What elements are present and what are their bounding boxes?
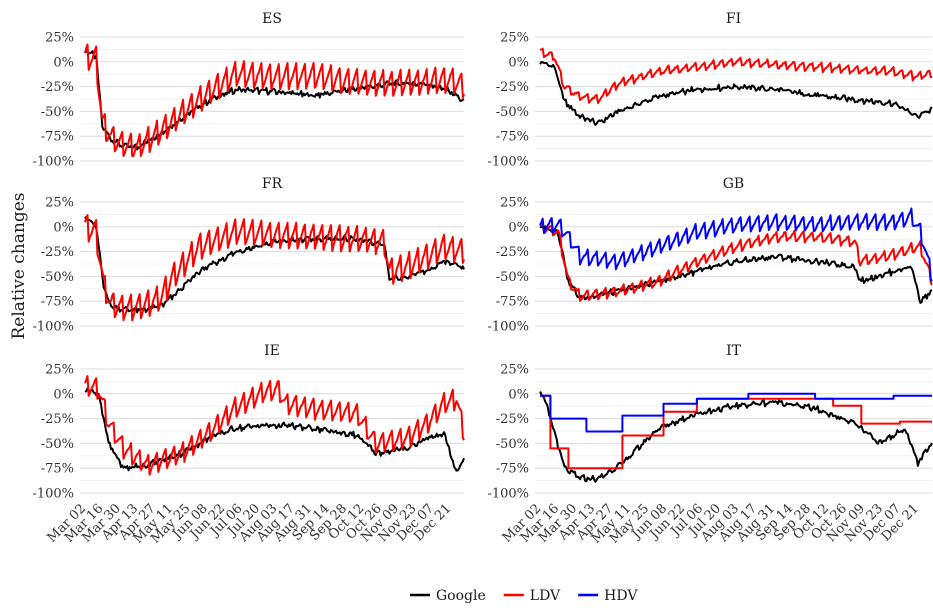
y-tick-label: -50% xyxy=(41,105,74,120)
y-tick-label: 25% xyxy=(45,31,74,46)
panel-es: ES 25% 0% -25% -50% -75% -100% xyxy=(32,11,465,170)
series-line-ldv xyxy=(539,220,933,302)
y-tick-label: -25% xyxy=(41,245,74,260)
y-tick-label: 0% xyxy=(53,387,74,402)
series-line-ldv xyxy=(84,43,465,157)
panel-title: GB xyxy=(723,176,744,192)
legend-label: Google xyxy=(436,588,486,604)
y-tick-label: -50% xyxy=(41,270,74,285)
y-tick-label: -100% xyxy=(32,320,74,335)
panels: ES 25% 0% -25% -50% -75% -100% FI 25% 0% -25% -50% -… xyxy=(32,11,933,547)
panel-title: IE xyxy=(264,343,280,359)
y-tick-label: -75% xyxy=(496,462,529,477)
series-line-google xyxy=(539,61,933,126)
y-tick-label: 25% xyxy=(500,31,529,46)
legend-item-hdv: HDV xyxy=(578,588,638,604)
legend-label: LDV xyxy=(530,588,561,604)
series-line-hdv xyxy=(539,207,933,282)
series-line-ldv xyxy=(540,394,932,470)
y-tick-label: -75% xyxy=(496,130,529,145)
legend-label: HDV xyxy=(604,588,638,604)
y-tick-label: -25% xyxy=(496,245,529,260)
legend-item-ldv: LDV xyxy=(503,588,561,604)
panel-fr: FR 25% 0% -25% -50% -75% -100% xyxy=(32,176,465,335)
panel-title: FR xyxy=(262,176,283,192)
series-line-ldv xyxy=(84,375,465,476)
series-line-ldv xyxy=(84,214,465,322)
y-tick-label: 25% xyxy=(500,196,529,211)
y-tick-label: 0% xyxy=(53,220,74,235)
panel-gb: GB 25% 0% -25% -50% -75% -100% xyxy=(487,176,933,335)
y-tick-label: -50% xyxy=(496,105,529,120)
y-tick-label: 25% xyxy=(45,196,74,211)
y-tick-label: -100% xyxy=(487,487,529,502)
series-line-google xyxy=(84,387,465,472)
panel-fi: FI 25% 0% -25% -50% -75% -100% xyxy=(487,11,933,170)
y-tick-label: -25% xyxy=(496,80,529,95)
y-tick-label: -50% xyxy=(41,437,74,452)
y-tick-label: -25% xyxy=(41,412,74,427)
y-tick-label: 0% xyxy=(508,387,529,402)
y-tick-label: -75% xyxy=(41,295,74,310)
y-tick-label: -75% xyxy=(496,295,529,310)
series-line-google xyxy=(84,50,465,151)
y-tick-label: -50% xyxy=(496,437,529,452)
y-tick-label: 25% xyxy=(45,363,74,378)
panel-title: FI xyxy=(726,11,741,27)
series-line-ldv xyxy=(540,47,933,104)
panel-title: ES xyxy=(262,11,282,27)
y-tick-label: -100% xyxy=(32,487,74,502)
y-tick-label: 25% xyxy=(500,363,529,378)
y-tick-label: -25% xyxy=(496,412,529,427)
y-tick-label: 0% xyxy=(53,55,74,70)
y-tick-label: -25% xyxy=(41,80,74,95)
legend: Google LDV HDV xyxy=(410,588,638,604)
y-tick-label: 0% xyxy=(508,220,529,235)
y-tick-label: -75% xyxy=(41,462,74,477)
series-line-google xyxy=(539,391,933,483)
y-tick-label: -100% xyxy=(487,320,529,335)
y-tick-label: 0% xyxy=(508,55,529,70)
y-tick-label: -100% xyxy=(487,155,529,170)
y-tick-label: -50% xyxy=(496,270,529,285)
y-axis-label: Relative changes xyxy=(9,193,29,340)
y-tick-label: -100% xyxy=(32,155,74,170)
y-tick-label: -75% xyxy=(41,130,74,145)
panel-title: IT xyxy=(726,343,742,359)
series-line-hdv xyxy=(540,392,932,433)
legend-item-google: Google xyxy=(410,588,486,604)
